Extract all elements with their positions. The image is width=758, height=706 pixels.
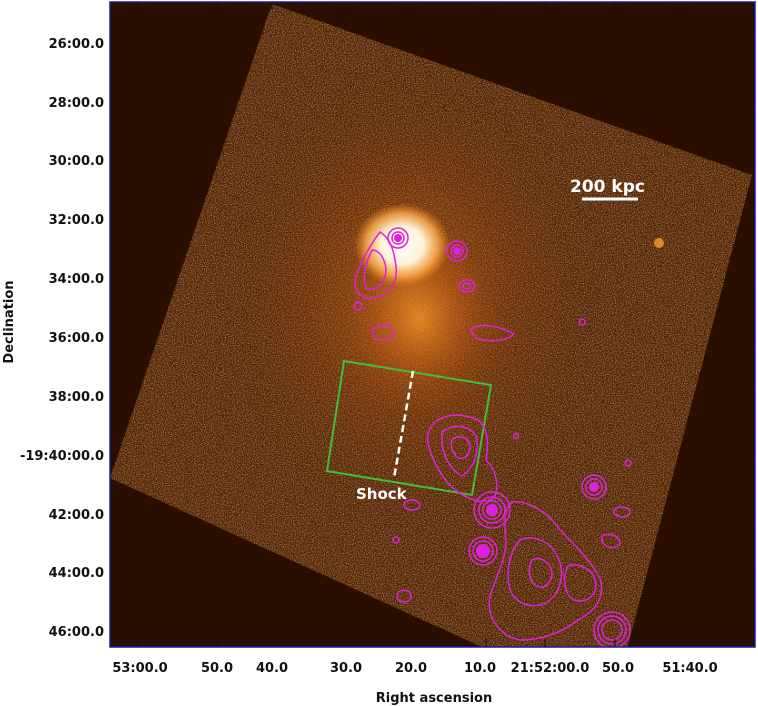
y-tick-marks [110, 42, 755, 632]
x-tick-label: 21:52:00.0 [511, 661, 590, 676]
x-tick-labels: 53:00.0 50.0 40.0 30.0 20.0 10.0 21:52:0… [112, 661, 717, 676]
shock-label: Shock [356, 485, 408, 503]
x-tick-label: 10.0 [464, 661, 496, 676]
radio-peaks [394, 234, 599, 558]
point-source [654, 238, 664, 248]
x-tick-label: 40.0 [256, 661, 288, 676]
x-tick-label: 50.0 [201, 661, 233, 676]
y-axis-title: Declination [2, 280, 17, 363]
y-tick-label: 46:00.0 [49, 625, 104, 640]
y-tick-label: 26:00.0 [49, 37, 104, 52]
x-tick-label: 50.0 [602, 661, 634, 676]
y-tick-label: 34:00.0 [49, 272, 104, 287]
y-tick-label: -19:40:00.0 [20, 449, 104, 464]
x-tick-marks [136, 2, 681, 647]
bright-core [354, 203, 450, 287]
image-area: 200 kpc Shock [110, 4, 752, 647]
y-tick-labels: 26:00.0 28:00.0 30:00.0 32:00.0 34:00.0 … [20, 37, 104, 640]
y-tick-label: 38:00.0 [49, 390, 104, 405]
x-tick-label: 51:40.0 [662, 661, 717, 676]
x-tick-label: 53:00.0 [112, 661, 167, 676]
x-tick-label: 30.0 [330, 661, 362, 676]
y-tick-label: 28:00.0 [49, 96, 104, 111]
y-tick-label: 30:00.0 [49, 154, 104, 169]
shock-line [392, 370, 415, 479]
y-tick-label: 36:00.0 [49, 331, 104, 346]
y-tick-label: 32:00.0 [49, 213, 104, 228]
plot-frame [109, 1, 756, 648]
x-tick-label: 20.0 [395, 661, 427, 676]
scale-bar-label: 200 kpc [570, 177, 645, 197]
y-tick-label: 44:00.0 [49, 566, 104, 581]
x-axis-title: Right ascension [376, 691, 492, 706]
y-tick-label: 42:00.0 [49, 508, 104, 523]
region-box [325, 359, 493, 497]
